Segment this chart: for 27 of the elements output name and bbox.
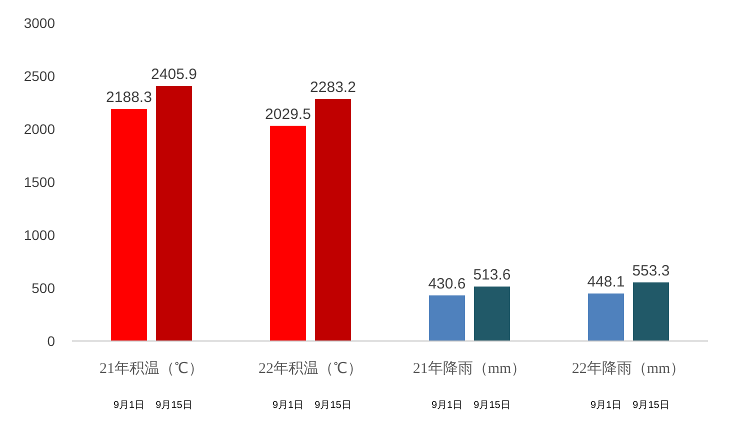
- text: 22年降雨（mm）: [572, 360, 686, 377]
- x-tick-label: 9月1日: [113, 400, 145, 411]
- data-label: 2405.9: [151, 66, 197, 83]
- data-label: 2029.5: [265, 106, 311, 123]
- x-tick-label: 9月15日: [632, 400, 670, 411]
- x-tick-label: 9月15日: [474, 400, 510, 411]
- text: 21年降雨（mm）: [412, 360, 526, 377]
- y-tick-label: 1000: [24, 227, 56, 243]
- y-tick-label: 500: [32, 280, 56, 296]
- data-label: 430.6: [428, 275, 466, 292]
- x-tick-label: 9月1日: [590, 400, 622, 411]
- data-label: 2188.3: [106, 89, 152, 106]
- data-label: 448.1: [587, 274, 625, 290]
- y-tick-label: 2000: [24, 121, 56, 137]
- data-label: 553.3: [632, 262, 670, 280]
- x-tick-label: 9月1日: [272, 400, 304, 411]
- y-tick-label: 2500: [24, 68, 56, 84]
- text: 21年积温（℃）: [100, 360, 204, 377]
- y-tick-label: 1500: [24, 174, 56, 190]
- x-tick-label: 9月1日: [431, 400, 463, 411]
- data-label: 2283.2: [310, 78, 356, 96]
- y-tick-label: 0: [47, 333, 56, 349]
- x-tick-label: 9月15日: [156, 400, 192, 411]
- x-tick-label: 9月15日: [314, 400, 352, 411]
- text: 22年积温（℃）: [258, 360, 362, 377]
- data-label: 513.6: [473, 266, 511, 284]
- y-tick-label: 3000: [24, 15, 56, 31]
